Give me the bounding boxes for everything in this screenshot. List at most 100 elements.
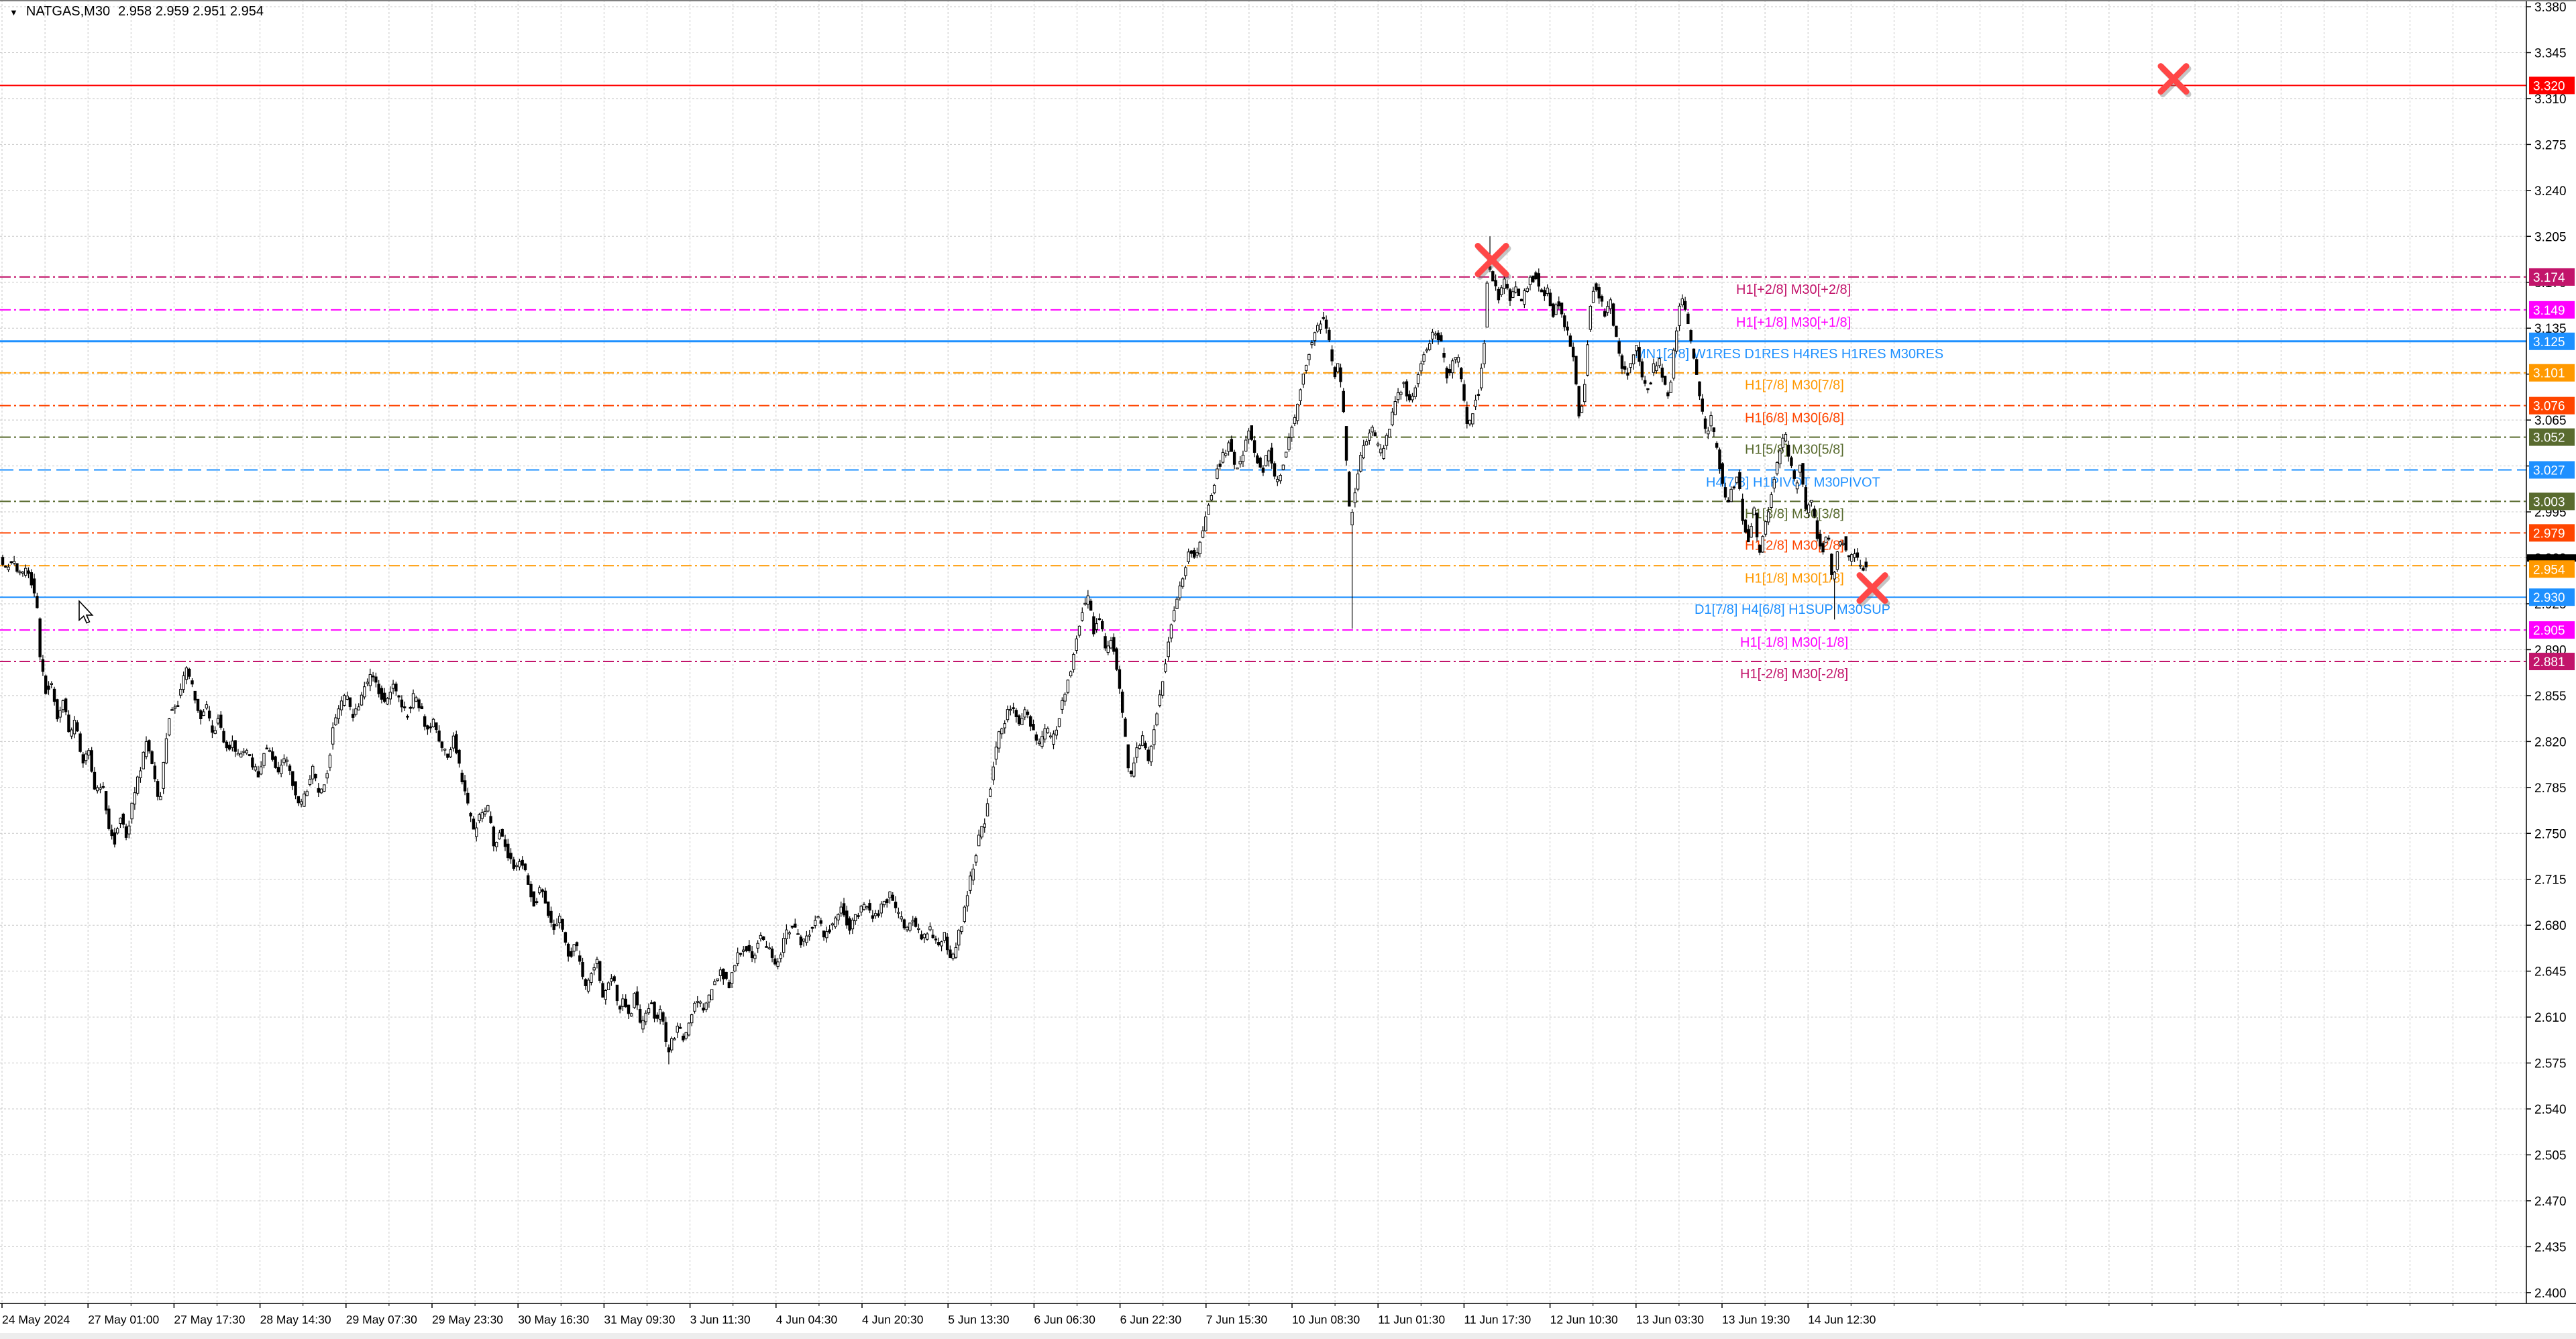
- svg-text:2.905: 2.905: [2533, 624, 2565, 638]
- price-axis-label-3.076: [2529, 396, 2575, 415]
- window-bottom-edge: [0, 1333, 2576, 1339]
- x-marker[interactable]: [1474, 243, 1509, 278]
- symbol-dropdown-arrow[interactable]: ▼: [9, 7, 18, 17]
- time-tick-label: 7 Jun 15:30: [1206, 1313, 1268, 1326]
- svg-text:3.205: 3.205: [2534, 230, 2567, 244]
- time-tick-label: 4 Jun 04:30: [776, 1313, 838, 1326]
- svg-text:2.645: 2.645: [2534, 965, 2567, 979]
- level-label-3.101: H1[7/8] M30[7/8]: [1745, 378, 1844, 393]
- time-tick-label: 6 Jun 22:30: [1120, 1313, 1182, 1326]
- svg-text:3.345: 3.345: [2534, 46, 2567, 60]
- svg-text:2.855: 2.855: [2534, 690, 2567, 704]
- svg-text:3.076: 3.076: [2533, 400, 2565, 414]
- svg-text:2.979: 2.979: [2533, 527, 2565, 541]
- chart-title: ▼ NATGAS,M30 2.958 2.959 2.951 2.954: [9, 4, 264, 19]
- price-axis-label-3.174: [2529, 268, 2575, 286]
- level-label-3.052: H1[5/8] M30[5/8]: [1745, 443, 1844, 458]
- svg-text:3.320: 3.320: [2533, 79, 2565, 93]
- time-tick-label: 13 Jun 03:30: [1636, 1313, 1704, 1326]
- time-tick-label: 31 May 09:30: [604, 1313, 675, 1326]
- time-tick-label: 10 Jun 08:30: [1292, 1313, 1360, 1326]
- price-axis-label-3.149: [2529, 301, 2575, 319]
- svg-text:2.610: 2.610: [2534, 1011, 2567, 1025]
- x-marker[interactable]: [2157, 63, 2190, 95]
- svg-text:2.715: 2.715: [2534, 873, 2567, 888]
- svg-text:2.785: 2.785: [2534, 782, 2567, 796]
- mouse-cursor: [78, 599, 94, 624]
- svg-text:2.470: 2.470: [2534, 1195, 2567, 1209]
- svg-text:3.310: 3.310: [2534, 93, 2567, 107]
- price-axis-label-2.881: [2529, 653, 2575, 671]
- level-labels: H1[+2/8] M30[+2/8] H1[+1/8] M30[+1/8] MN1[…: [1635, 282, 1943, 682]
- time-tick-label: 11 Jun 01:30: [1378, 1313, 1445, 1326]
- bid-price-marker: [2527, 554, 2576, 562]
- svg-text:2.954: 2.954: [2533, 563, 2565, 577]
- svg-text:2.400: 2.400: [2534, 1287, 2567, 1301]
- level-label-2.954: H1[1/8] M30[1/8]: [1745, 571, 1844, 586]
- time-tick-label: 27 May 17:30: [174, 1313, 245, 1326]
- level-label-2.881: H1[-2/8] M30[-2/8]: [1740, 667, 1848, 682]
- level-label-3.174: H1[+2/8] M30[+2/8]: [1736, 282, 1851, 297]
- svg-text:3.149: 3.149: [2533, 304, 2565, 318]
- svg-text:3.027: 3.027: [2533, 464, 2565, 478]
- svg-text:3.101: 3.101: [2533, 367, 2565, 381]
- price-axis-label-2.979: [2529, 524, 2575, 542]
- svg-text:2.820: 2.820: [2534, 735, 2567, 749]
- level-label-3.149: H1[+1/8] M30[+1/8]: [1736, 315, 1851, 330]
- svg-text:2.930: 2.930: [2533, 591, 2565, 605]
- level-label-3.076: H1[6/8] M30[6/8]: [1745, 411, 1844, 426]
- price-axis-label-3.101: [2529, 364, 2575, 382]
- time-tick-label: 4 Jun 20:30: [862, 1313, 924, 1326]
- level-label-3.027: H4[7/8] H1PIVOT M30PIVOT: [1706, 475, 1880, 490]
- time-axis[interactable]: 24 May 2024 27 May 01:00 27 May 17:30 28 Ma…: [0, 1303, 2576, 1339]
- x-marker[interactable]: [1856, 572, 1888, 604]
- time-tick-label: 14 Jun 12:30: [1808, 1313, 1876, 1326]
- price-axis-label-3.052: [2529, 428, 2575, 446]
- svg-text:2.435: 2.435: [2534, 1240, 2567, 1254]
- time-tick-label: 12 Jun 10:30: [1550, 1313, 1618, 1326]
- svg-text:3.380: 3.380: [2534, 1, 2567, 15]
- svg-text:2.540: 2.540: [2534, 1103, 2567, 1117]
- svg-text:3.125: 3.125: [2533, 335, 2565, 350]
- svg-text:3.174: 3.174: [2533, 271, 2565, 285]
- svg-text:3.003: 3.003: [2533, 495, 2565, 509]
- time-tick-label: 27 May 01:00: [88, 1313, 159, 1326]
- level-label-3.003: H1[3/8] M30[3/8]: [1745, 506, 1844, 521]
- svg-text:3.240: 3.240: [2534, 184, 2567, 199]
- price-axis-label-2.930: [2529, 588, 2575, 606]
- price-axis-label-2.905: [2529, 621, 2575, 639]
- time-tick-label: 29 May 23:30: [432, 1313, 503, 1326]
- price-axis-label-3.125: [2529, 332, 2575, 350]
- level-label-2.905: H1[-1/8] M30[-1/8]: [1740, 635, 1848, 650]
- time-tick-label: 11 Jun 17:30: [1464, 1313, 1531, 1326]
- price-axis-label-3.320: [2529, 76, 2575, 95]
- price-axis[interactable]: 3.3803.3453.3103.2753.2403.2053.1703.135…: [2526, 0, 2576, 1339]
- time-tick-label: 28 May 14:30: [260, 1313, 331, 1326]
- time-tick-label: 30 May 16:30: [518, 1313, 589, 1326]
- level-label-2.930: D1[7/8] H4[6/8] H1SUP M30SUP: [1695, 602, 1890, 617]
- x-markers[interactable]: [1474, 63, 2192, 606]
- svg-text:3.275: 3.275: [2534, 138, 2567, 152]
- price-axis-label-2.954: [2529, 560, 2575, 578]
- time-tick-label: 5 Jun 13:30: [948, 1313, 1010, 1326]
- svg-text:2.881: 2.881: [2533, 655, 2565, 670]
- symbol-period: NATGAS,M30: [25, 4, 111, 19]
- time-tick-label: 3 Jun 11:30: [690, 1313, 751, 1326]
- time-tick-label: 24 May 2024: [2, 1313, 70, 1326]
- price-axis-label-3.003: [2529, 492, 2575, 511]
- ohlc-readout: 2.958 2.959 2.951 2.954: [118, 4, 264, 19]
- svg-text:2.680: 2.680: [2534, 919, 2567, 933]
- grid: [0, 0, 2526, 1303]
- time-tick-label: 6 Jun 06:30: [1034, 1313, 1095, 1326]
- svg-text:3.065: 3.065: [2534, 414, 2567, 428]
- level-label-3.125: MN1[2/8] W1RES D1RES H4RES H1RES M30RES: [1635, 347, 1943, 362]
- svg-text:2.505: 2.505: [2534, 1149, 2567, 1163]
- price-axis-label-3.027: [2529, 461, 2575, 479]
- svg-text:3.052: 3.052: [2533, 431, 2565, 445]
- svg-text:2.575: 2.575: [2534, 1057, 2567, 1071]
- svg-text:2.750: 2.750: [2534, 827, 2567, 841]
- time-tick-label: 13 Jun 19:30: [1722, 1313, 1790, 1326]
